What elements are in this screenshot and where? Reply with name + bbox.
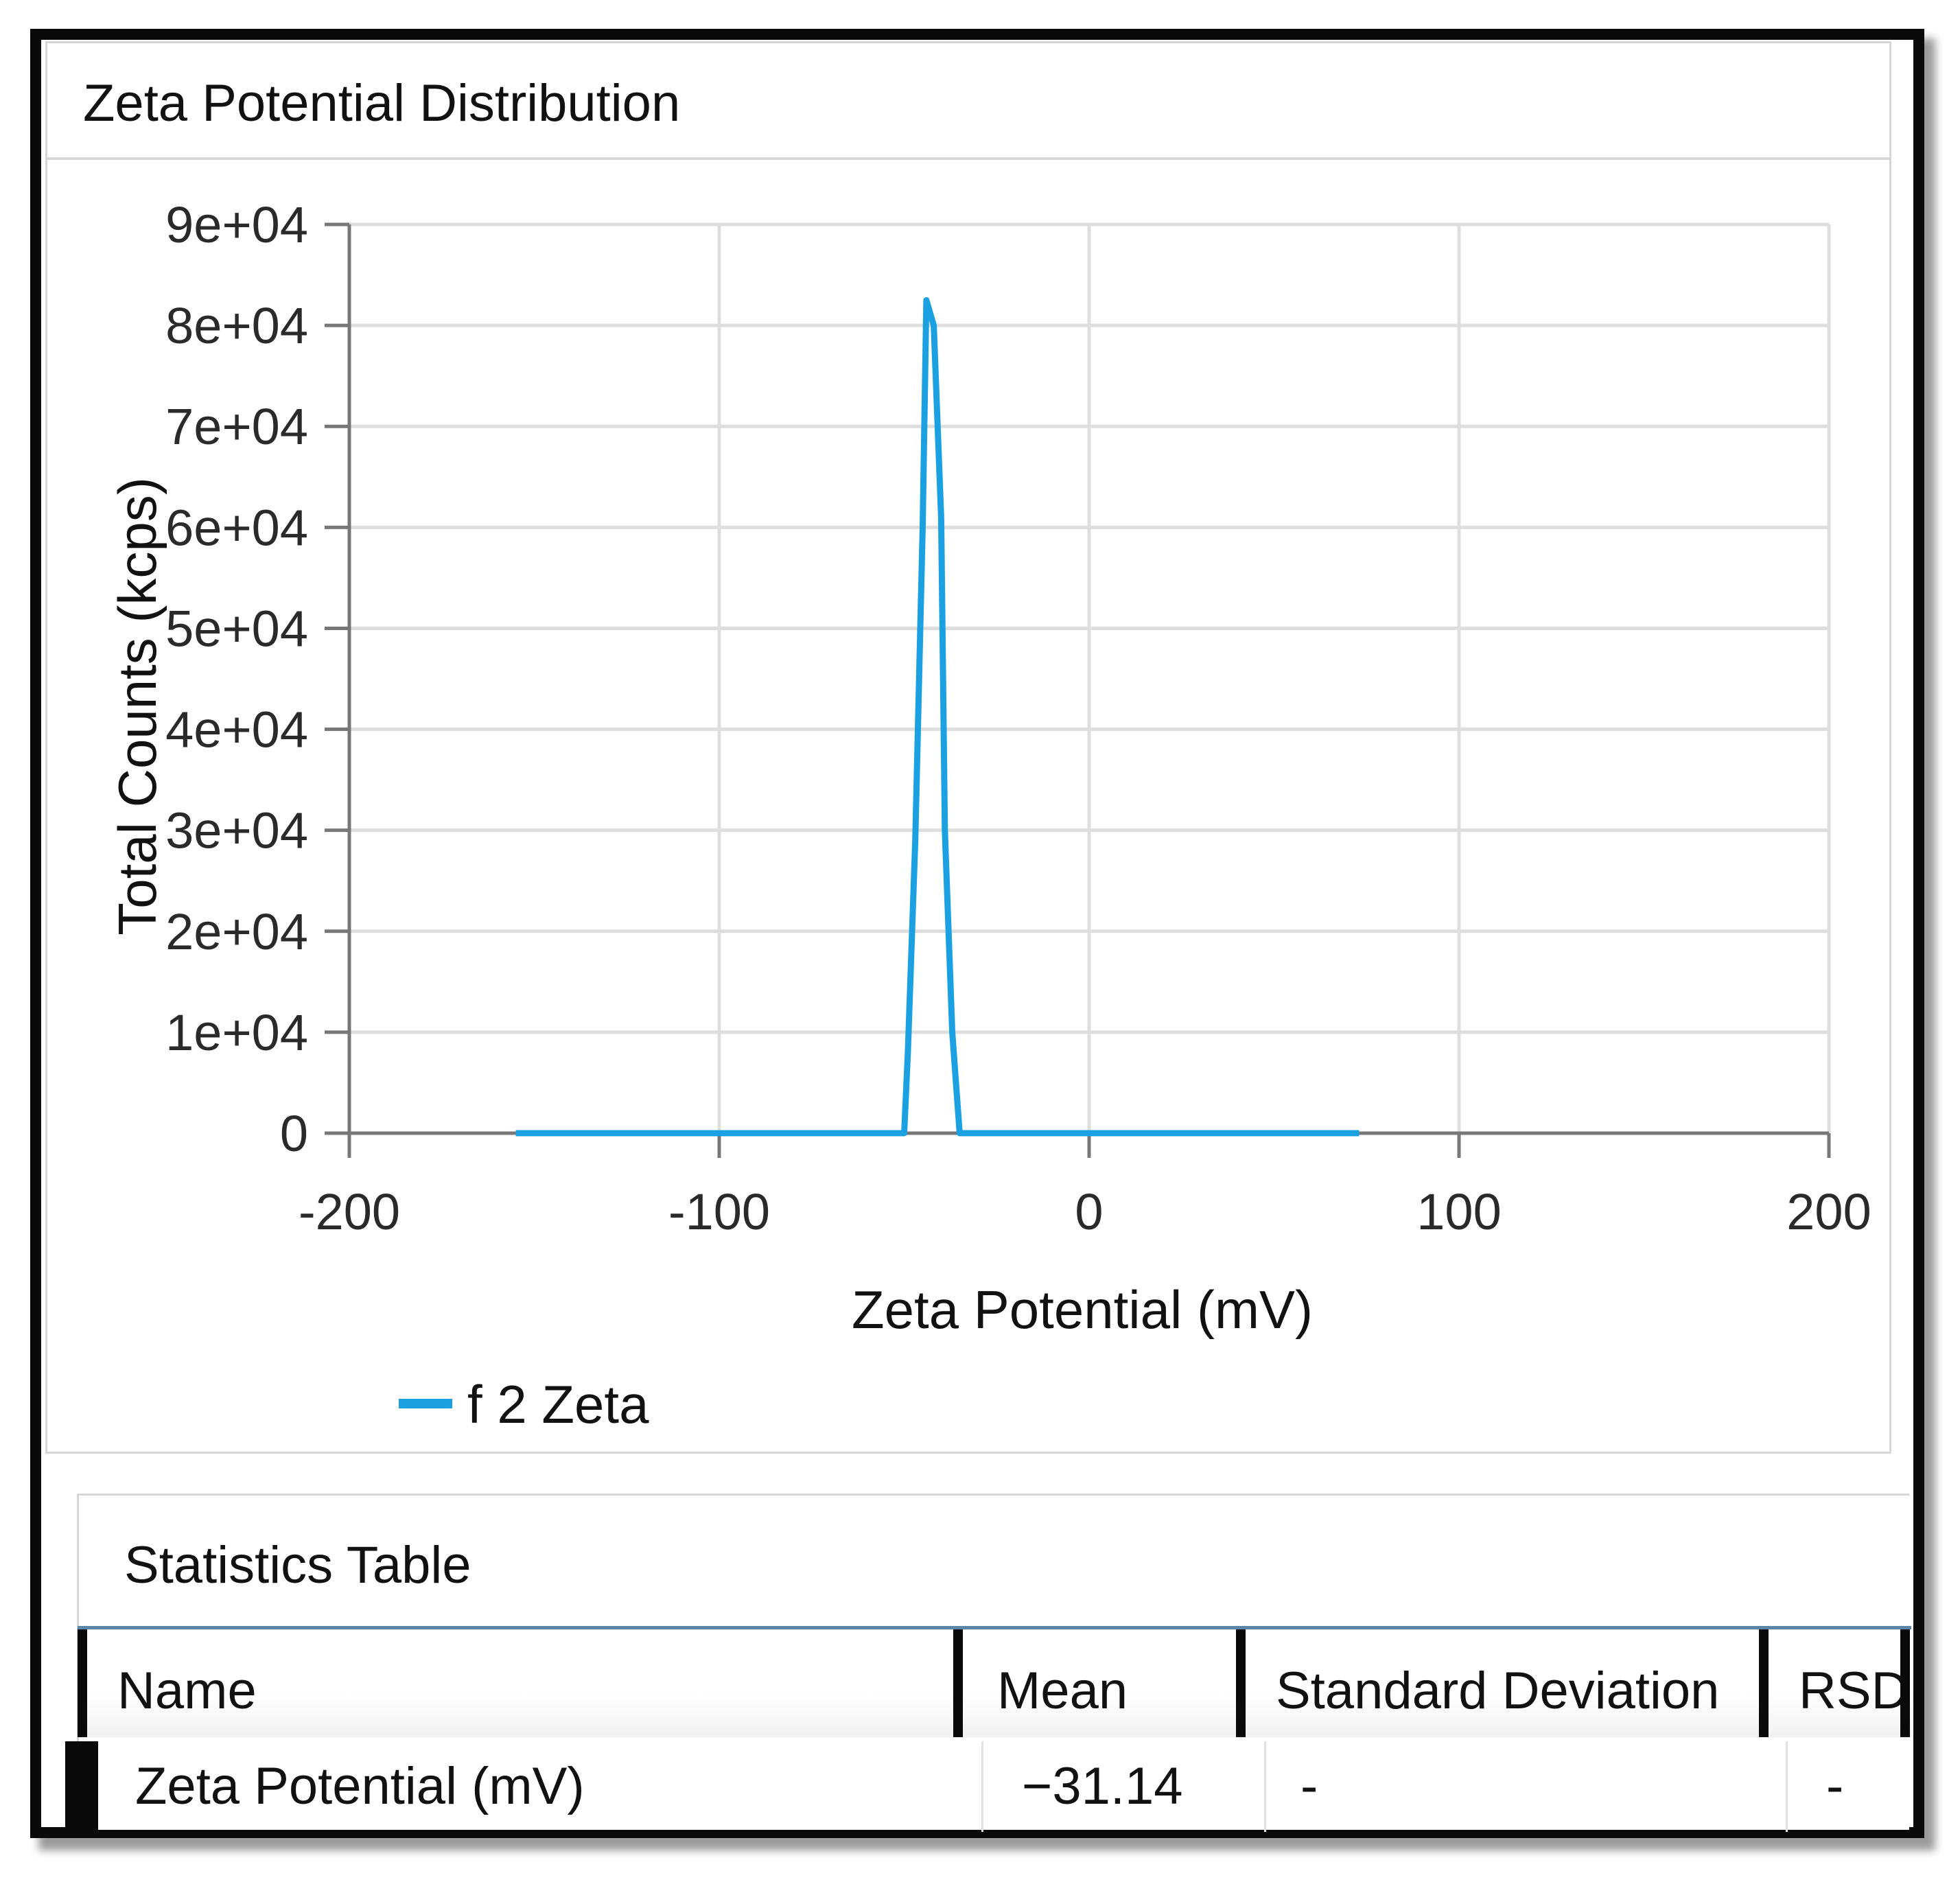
panel-title: Zeta Potential Distribution	[83, 74, 681, 132]
column-separator[interactable]	[953, 1629, 963, 1737]
column-header-label: Mean	[997, 1662, 1128, 1720]
column-header-standard-deviation[interactable]: Standard Deviation	[1246, 1629, 1759, 1737]
y-tick-label: 0	[280, 1105, 308, 1162]
series-line	[515, 297, 1360, 1137]
zeta-distribution-panel: Zeta Potential Distribution 0 1e+04 2e+04 3…	[45, 41, 1891, 1454]
column-header-label: Standard Deviation	[1276, 1662, 1720, 1720]
y-tick-label: 8e+04	[165, 297, 308, 354]
row-selector[interactable]	[65, 1741, 98, 1832]
y-tick-label: 3e+04	[165, 802, 308, 859]
cell-standard-deviation: -	[1266, 1741, 1788, 1832]
y-tick-label: 4e+04	[165, 701, 308, 758]
x-axis-label: Zeta Potential (mV)	[852, 1279, 1313, 1340]
x-tick-label: -100	[668, 1183, 770, 1240]
statistics-table-panel: Statistics Table Name Mean Standard Devi…	[65, 1494, 1911, 1832]
cell-text: -	[1300, 1757, 1318, 1815]
column-separator[interactable]	[1236, 1629, 1246, 1737]
table-row[interactable]: Zeta Potential (mV) −31.14 - -	[65, 1741, 1911, 1832]
cell-mean: −31.14	[983, 1741, 1266, 1832]
column-header-rsd[interactable]: RSD	[1769, 1629, 1909, 1737]
cell-rsd: -	[1788, 1741, 1906, 1832]
column-separator[interactable]	[1759, 1629, 1769, 1737]
zeta-chart: 0 1e+04 2e+04 3e+04 4e+04 5e+04 6e+04 7e+04 8e+0…	[107, 196, 1871, 1434]
cell-text: -	[1826, 1757, 1844, 1815]
stats-title: Statistics Table	[124, 1536, 471, 1594]
column-header-mean[interactable]: Mean	[963, 1629, 1236, 1737]
column-header-label: Name	[117, 1662, 257, 1720]
y-axis-label: Total Counts (kcps)	[107, 477, 167, 936]
column-header-label: RSD	[1799, 1662, 1909, 1720]
x-tick-label: 200	[1786, 1183, 1871, 1240]
table-header: Name Mean Standard Deviation RSD	[78, 1626, 1911, 1737]
x-tick-label: -200	[299, 1183, 400, 1240]
y-tick-label: 5e+04	[165, 600, 308, 657]
y-tick-label: 1e+04	[165, 1004, 308, 1061]
column-header-name[interactable]: Name	[87, 1629, 953, 1737]
cell-name: Zeta Potential (mV)	[87, 1741, 983, 1832]
y-tick-label: 6e+04	[165, 499, 308, 556]
cell-text: Zeta Potential (mV)	[135, 1757, 585, 1815]
panel-header: Zeta Potential Distribution	[47, 43, 1889, 160]
column-separator[interactable]	[78, 1629, 87, 1737]
legend-label: f 2 Zeta	[467, 1374, 649, 1434]
column-separator[interactable]	[1900, 1629, 1910, 1737]
y-tick-label: 7e+04	[165, 398, 308, 455]
cell-text: −31.14	[1022, 1757, 1183, 1815]
y-tick-label: 9e+04	[165, 196, 308, 253]
x-tick-label: 0	[1075, 1183, 1103, 1240]
x-tick-label: 100	[1416, 1183, 1501, 1240]
y-tick-label: 2e+04	[165, 903, 308, 960]
